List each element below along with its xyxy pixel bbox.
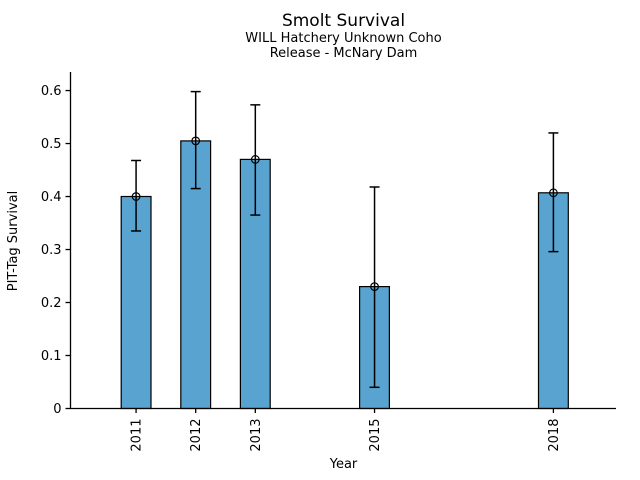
x-tick-label: 2015 <box>368 419 383 452</box>
x-tick-label: 2018 <box>547 419 562 452</box>
data-point-marker-2011 <box>131 192 141 201</box>
bar-2011 <box>120 195 152 410</box>
x-tick-label: 2011 <box>130 419 145 452</box>
chart-subtitle-line2: Release - McNary Dam <box>269 46 418 61</box>
y-tick-label: 0.3 <box>41 243 62 258</box>
y-tick-label: 0.1 <box>41 349 62 364</box>
data-point-marker-2015 <box>370 282 379 292</box>
y-tick-label: 0.6 <box>41 84 62 99</box>
x-tick-label: 2012 <box>189 419 204 452</box>
x-axis-label: Year <box>329 457 358 472</box>
chart-title: Smolt Survival <box>281 11 406 31</box>
x-tick-label: 2013 <box>249 419 264 452</box>
data-point-marker-2012 <box>191 136 201 146</box>
y-axis-label: PIT-Tag Survival <box>6 190 21 292</box>
y-tick-label: 0.5 <box>41 137 62 152</box>
y-tick-label: 0.2 <box>41 296 62 311</box>
y-tick-label: 0 <box>53 402 61 417</box>
y-tick-label: 0.4 <box>41 190 62 205</box>
data-point-marker-2013 <box>250 155 260 164</box>
data-point-marker-2018 <box>549 188 558 198</box>
chart-subtitle-line1: WILL Hatchery Unknown Coho <box>245 31 442 46</box>
